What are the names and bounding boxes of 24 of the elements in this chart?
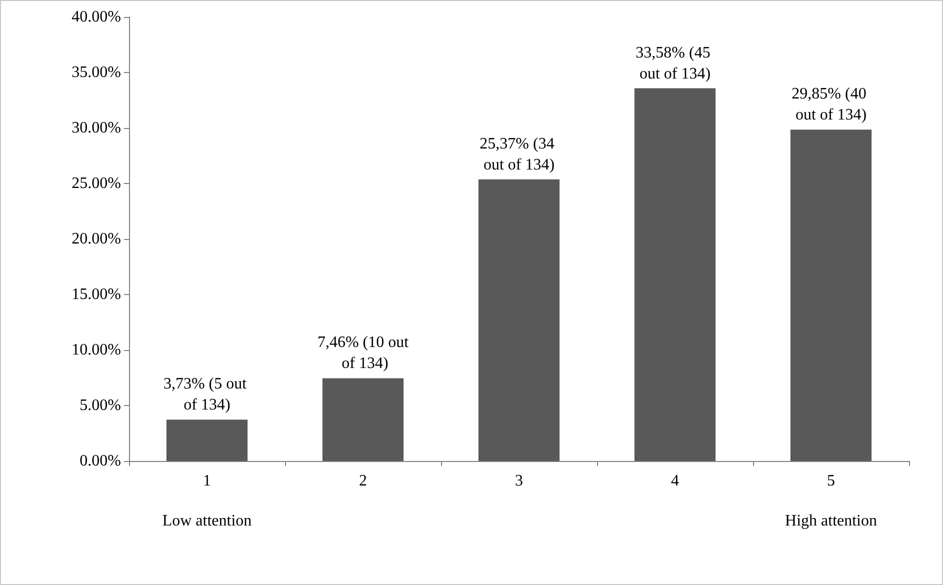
data-label: 7,46% (10 out of 134) [317, 334, 410, 372]
y-tick-label: 20.00% [72, 230, 121, 248]
bar [634, 88, 716, 461]
x-tick-label: 4 [671, 472, 679, 490]
data-label: 33,58% (45 out of 134) [636, 44, 714, 82]
y-tick-label: 15.00% [72, 286, 121, 303]
bar [322, 378, 404, 461]
y-tick-label: 40.00% [72, 8, 121, 26]
x-tick-label: 2 [359, 472, 367, 490]
y-tick-label: 30.00% [72, 120, 121, 136]
y-tick-label: 5.00% [80, 397, 121, 414]
category-label: 1 Low attention [162, 472, 252, 530]
data-label: 3,73% (5 out of 134) [163, 376, 251, 414]
bar [790, 130, 872, 461]
bar [166, 420, 248, 461]
x-tick-label: 3 [515, 472, 523, 490]
bar [478, 179, 560, 461]
y-tick-label: 35.00% [72, 64, 121, 81]
category-label: 5 High attention [785, 472, 877, 530]
y-tick-label: 25.00% [72, 175, 121, 192]
y-tick-label: 0.00% [80, 452, 121, 470]
y-tick-label: 10.00% [72, 342, 121, 358]
data-label: 25,37% (34 out of 134) [480, 135, 558, 174]
data-label: 29,85% (40 out of 134) [792, 86, 870, 124]
